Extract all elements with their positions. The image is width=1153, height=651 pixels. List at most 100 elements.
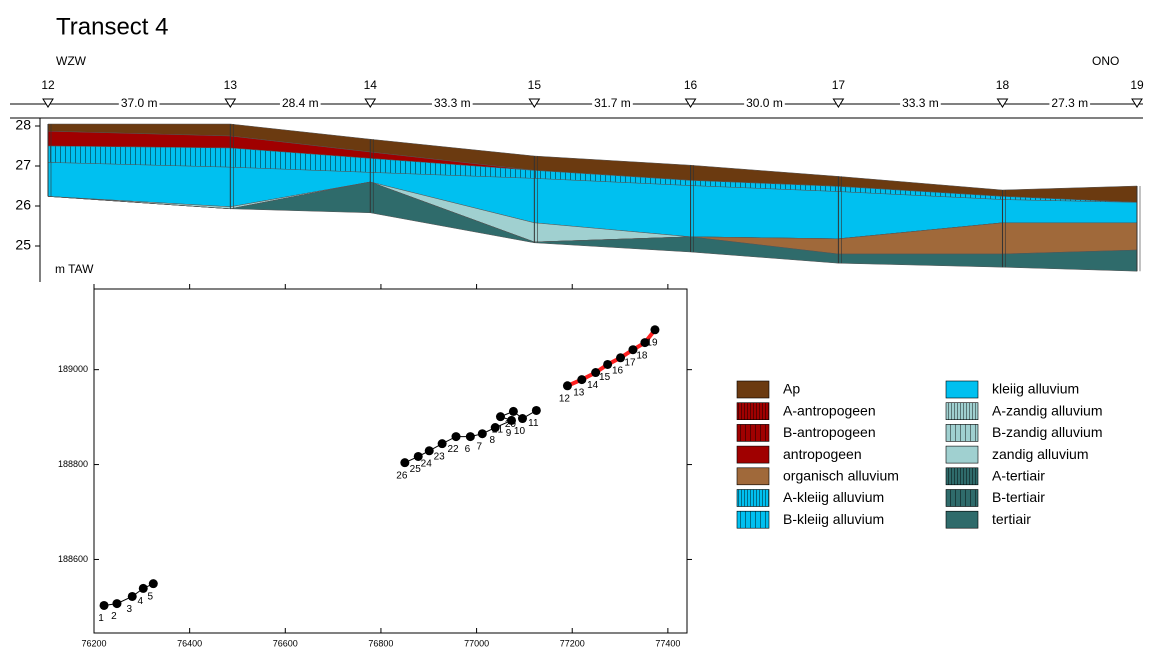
point-label: 22	[447, 444, 459, 455]
legend-label: zandig alluvium	[992, 446, 1089, 462]
point-label: 7	[477, 441, 483, 452]
point-label: 13	[573, 387, 585, 398]
point	[400, 458, 410, 468]
legend-swatch	[945, 510, 979, 529]
point-label: 12	[559, 393, 571, 404]
y-tick-label: 28	[15, 117, 31, 133]
point-label: 2	[111, 611, 117, 622]
station-marker	[684, 98, 697, 108]
point-label: 15	[599, 372, 611, 383]
legend-label: kleiig alluvium	[992, 381, 1079, 397]
point-label: 18	[636, 350, 648, 361]
station-label: 12	[41, 78, 55, 92]
label-bg	[1049, 96, 1091, 111]
station-marker	[224, 98, 237, 108]
x-tick-label: 76800	[368, 638, 393, 648]
point-label: 23	[434, 451, 446, 462]
point	[148, 579, 158, 589]
legend-swatch	[736, 424, 770, 442]
x-tick-label: 76400	[177, 638, 202, 648]
point	[506, 415, 516, 425]
point-label: 16	[612, 365, 624, 376]
y-tick-label: 25	[15, 237, 31, 253]
point	[112, 599, 122, 609]
station-marker	[528, 98, 541, 108]
point-label: 11	[528, 418, 539, 429]
y-tick-label: 188600	[58, 554, 88, 564]
point	[451, 432, 461, 442]
legend-swatch	[945, 467, 979, 486]
label-bg	[592, 96, 633, 111]
legend-swatch	[945, 489, 979, 507]
station-label: 18	[996, 78, 1010, 92]
point-label: 25	[410, 464, 422, 475]
y-axis-label: m TAW	[55, 262, 94, 276]
point	[650, 325, 660, 335]
station-label: 19	[1130, 78, 1144, 92]
legend-label: B-kleiig alluvium	[783, 511, 884, 527]
point-label: 6	[465, 444, 471, 455]
left-direction: WZW	[56, 54, 87, 68]
legend-label: A-tertiair	[992, 468, 1045, 484]
point	[577, 375, 587, 385]
point	[517, 414, 527, 424]
x-tick-label: 77000	[464, 638, 489, 648]
legend-label: A-kleiig alluvium	[783, 489, 884, 505]
point-label: 3	[126, 604, 132, 615]
label-bg	[431, 96, 473, 111]
legend-label: B-zandig alluvium	[992, 424, 1103, 440]
point	[603, 359, 613, 369]
point-label: 1	[98, 613, 104, 624]
point	[424, 446, 434, 456]
label-bg	[279, 96, 321, 111]
distance-label: 37.0 m	[121, 96, 158, 110]
legend-swatch	[736, 489, 770, 507]
point	[628, 345, 638, 355]
label-bg	[118, 96, 160, 111]
distance-label: 27.3 m	[1051, 96, 1088, 110]
station-marker	[364, 98, 377, 108]
station-label: 16	[684, 78, 698, 92]
distance-label: 33.3 m	[902, 96, 939, 110]
legend-label: A-zandig alluvium	[992, 402, 1103, 418]
point-label: 26	[396, 470, 408, 481]
legend-label: A-antropogeen	[783, 402, 876, 418]
point-label: 10	[514, 426, 526, 437]
distance-label: 33.3 m	[434, 96, 471, 110]
chart-title: Transect 4	[56, 13, 169, 40]
point-label: 20	[505, 419, 517, 430]
point	[508, 406, 518, 416]
point	[127, 591, 137, 601]
legend-label: antropogeen	[783, 446, 862, 462]
right-direction: ONO	[1092, 54, 1119, 68]
point	[465, 432, 475, 442]
legend-swatch	[945, 402, 979, 421]
point-label: 9	[506, 428, 512, 439]
point	[531, 405, 541, 415]
point	[138, 583, 148, 593]
point-label: 5	[148, 591, 154, 602]
legend-label: tertiair	[992, 511, 1031, 527]
distance-label: 31.7 m	[594, 96, 631, 110]
point-label: 14	[587, 380, 599, 391]
y-tick-label: 188800	[58, 459, 88, 469]
station-marker	[1131, 98, 1143, 108]
station-marker	[996, 98, 1009, 108]
y-tick-label: 189000	[58, 364, 88, 374]
point	[616, 353, 626, 363]
label-bg	[744, 96, 785, 111]
point-label: 19	[646, 337, 658, 348]
point	[591, 368, 601, 378]
point-label: 24	[421, 458, 433, 469]
station-label: 15	[528, 78, 542, 92]
legend-swatch	[736, 510, 770, 529]
label-bg	[900, 96, 941, 111]
legend-swatch	[736, 380, 770, 399]
point	[640, 338, 650, 348]
station-marker	[42, 98, 54, 108]
legend-swatch	[736, 445, 770, 464]
distance-label: 30.0 m	[746, 96, 783, 110]
station-label: 13	[224, 78, 238, 92]
legend-swatch	[736, 402, 770, 421]
